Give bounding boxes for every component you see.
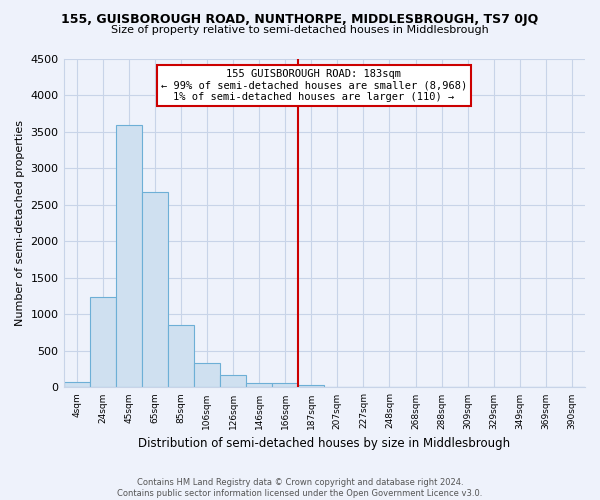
X-axis label: Distribution of semi-detached houses by size in Middlesbrough: Distribution of semi-detached houses by … <box>138 437 511 450</box>
Bar <box>246 382 272 388</box>
Bar <box>298 384 324 388</box>
Bar <box>272 382 298 388</box>
Text: Contains HM Land Registry data © Crown copyright and database right 2024.
Contai: Contains HM Land Registry data © Crown c… <box>118 478 482 498</box>
Y-axis label: Number of semi-detached properties: Number of semi-detached properties <box>15 120 25 326</box>
Text: 155 GUISBOROUGH ROAD: 183sqm
← 99% of semi-detached houses are smaller (8,968)
1: 155 GUISBOROUGH ROAD: 183sqm ← 99% of se… <box>161 69 467 102</box>
Bar <box>220 376 246 388</box>
Text: 155, GUISBOROUGH ROAD, NUNTHORPE, MIDDLESBROUGH, TS7 0JQ: 155, GUISBOROUGH ROAD, NUNTHORPE, MIDDLE… <box>61 12 539 26</box>
Bar <box>64 382 89 388</box>
Bar <box>194 364 220 388</box>
Bar <box>89 297 116 388</box>
Bar <box>142 192 168 388</box>
Text: Size of property relative to semi-detached houses in Middlesbrough: Size of property relative to semi-detach… <box>111 25 489 35</box>
Bar <box>168 326 194 388</box>
Bar <box>116 124 142 388</box>
